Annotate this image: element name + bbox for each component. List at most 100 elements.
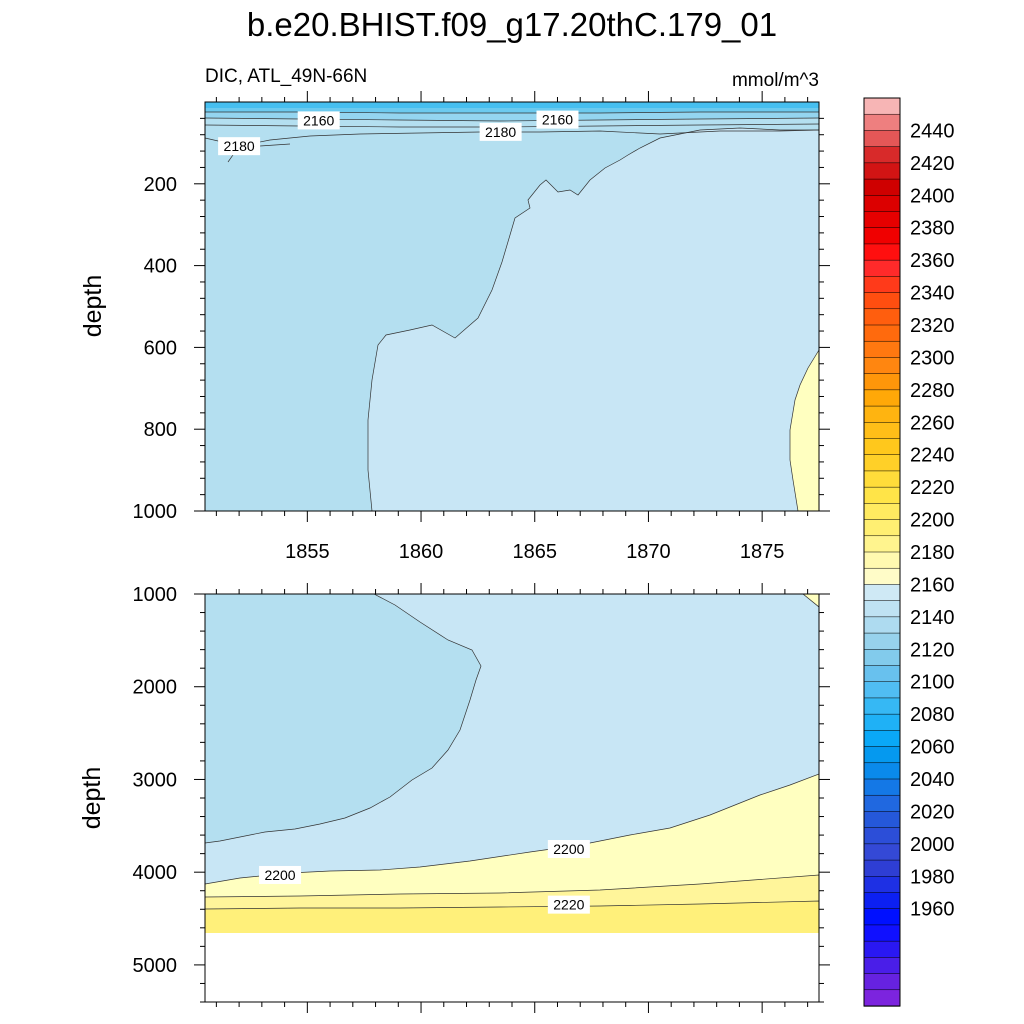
colorbar-box [863, 778, 901, 796]
svg-text:2200: 2200 [264, 867, 295, 883]
x-tick-label: 1865 [512, 541, 557, 563]
colorbar-label: 1960 [910, 899, 955, 921]
x-tick-label: 1855 [285, 541, 330, 563]
colorbar-label: 2440 [910, 120, 955, 142]
y-tick-label: 1000 [133, 501, 178, 523]
colorbar-box [863, 827, 901, 845]
lower-contour-labels: 2200 2200 2220 [259, 840, 590, 914]
colorbar-box [863, 665, 901, 683]
colorbar-label: 2040 [910, 769, 955, 791]
lower-minor-ticks [200, 589, 824, 1007]
colorbar-label: 2260 [910, 412, 955, 434]
colorbar-box [863, 422, 901, 440]
colorbar-box [863, 340, 901, 359]
contour-label: 2180 [479, 122, 522, 141]
colorbar-box [863, 762, 901, 780]
colorbar-box [863, 276, 901, 294]
colorbar-box [863, 438, 901, 456]
colorbar-label: 2020 [910, 801, 955, 823]
colorbar-box [863, 211, 901, 229]
colorbar-box [863, 892, 901, 910]
colorbar-label: 2400 [910, 185, 955, 207]
colorbar: 2440 2420 2400 2380 2360 2340 2320 2300 2280 2260… [863, 97, 955, 1007]
fill-2200-east [789, 349, 819, 511]
y-tick-label: 4000 [133, 862, 178, 884]
colorbar-label: 1980 [910, 866, 955, 888]
y-tick-label: 200 [144, 174, 177, 196]
colorbar-box [863, 924, 901, 942]
colorbar-label: 2340 [910, 283, 955, 305]
colorbar-box [863, 357, 901, 375]
colorbar-box [863, 746, 901, 764]
colorbar-box [863, 162, 901, 180]
lower-y-axis-label: depth [78, 767, 106, 830]
upper-panel: 200 400 600 800 1000 1855 1860 1865 1870 1875 21… [79, 91, 830, 563]
colorbar-box [863, 389, 901, 407]
colorbar-box [863, 178, 901, 196]
colorbar-labels: 2440 2420 2400 2380 2360 2340 2320 2300 2280 2260… [910, 120, 955, 920]
lower-panel: 1000 2000 3000 4000 5000 2200 2200 2220 depth [78, 583, 830, 1013]
y-tick-label: 400 [144, 256, 177, 278]
colorbar-box [863, 130, 901, 148]
colorbar-label: 2120 [910, 639, 955, 661]
colorbar-box [863, 973, 901, 991]
no-data-region [205, 933, 819, 1002]
colorbar-box [863, 811, 901, 829]
colorbar-label: 2380 [910, 218, 955, 240]
contour-label: 2200 [259, 865, 302, 884]
x-tick-label: 1860 [399, 541, 444, 563]
upper-contour-labels: 2160 2160 2180 2180 [218, 110, 579, 156]
colorbar-box [863, 697, 901, 715]
colorbar-box [863, 259, 901, 278]
colorbar-box [863, 876, 901, 894]
subtitle-left: DIC, ATL_49N-66N [205, 66, 367, 87]
lower-contour-fills [205, 594, 819, 1002]
colorbar-label: 2200 [910, 510, 955, 532]
colorbar-label: 2000 [910, 834, 955, 856]
y-tick-label: 800 [144, 419, 177, 441]
colorbar-box [863, 454, 901, 472]
colorbar-box [863, 551, 901, 569]
contour-label: 2160 [297, 111, 340, 130]
svg-text:2200: 2200 [553, 841, 584, 857]
colorbar-box [863, 794, 901, 813]
svg-text:2220: 2220 [553, 897, 584, 913]
colorbar-box [863, 503, 901, 521]
colorbar-label: 2280 [910, 380, 955, 402]
svg-text:2180: 2180 [224, 138, 255, 154]
fill-2170-west [205, 594, 482, 844]
colorbar-box [863, 713, 901, 732]
colorbar-label: 2220 [910, 477, 955, 499]
colorbar-box [863, 600, 901, 618]
colorbar-label: 2160 [910, 574, 955, 596]
main-title: b.e20.BHIST.f09_g17.20thC.179_01 [247, 6, 777, 43]
colorbar-box [863, 843, 901, 861]
fill-2200-corner [802, 594, 819, 608]
colorbar-label: 2140 [910, 607, 955, 629]
colorbar-box [863, 373, 901, 391]
colorbar-box [863, 470, 901, 488]
colorbar-box [863, 113, 901, 132]
colorbar-label: 2100 [910, 672, 955, 694]
upper-y-axis-label: depth [79, 275, 107, 338]
colorbar-label: 2240 [910, 445, 955, 467]
colorbar-label: 2080 [910, 704, 955, 726]
upper-x-tick-labels: 1855 1860 1865 1870 1875 [285, 541, 784, 563]
colorbar-box [863, 146, 901, 164]
colorbar-box [863, 649, 901, 667]
colorbar-box [863, 681, 901, 699]
y-tick-label: 600 [144, 337, 177, 359]
svg-text:2180: 2180 [485, 124, 516, 140]
contour-label: 2220 [547, 895, 590, 914]
colorbar-label: 2300 [910, 347, 955, 369]
colorbar-box [863, 567, 901, 586]
colorbar-label: 2320 [910, 315, 955, 337]
contour-label: 2160 [536, 110, 579, 129]
colorbar-box [863, 405, 901, 423]
upper-major-ticks [194, 91, 830, 522]
colorbar-box [863, 584, 901, 602]
y-tick-label: 2000 [133, 677, 178, 699]
colorbar-box [863, 989, 901, 1007]
lower-y-tick-labels: 1000 2000 3000 4000 5000 [133, 584, 178, 977]
